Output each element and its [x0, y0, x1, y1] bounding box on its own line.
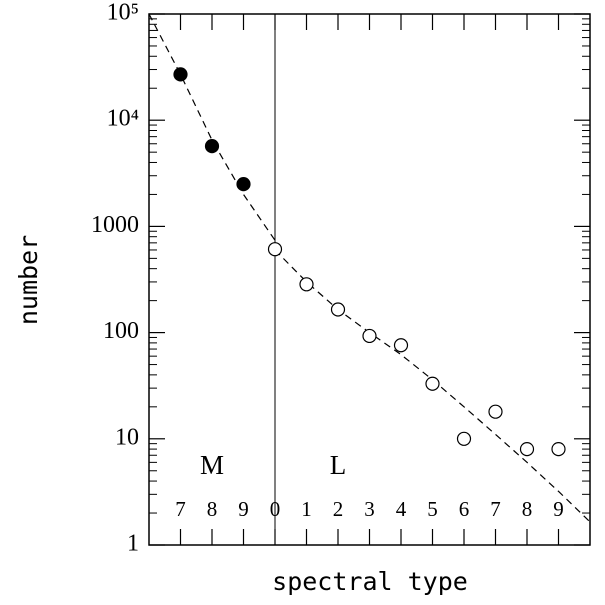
- fit-line: [148, 13, 276, 241]
- x-tick-label: 8: [207, 497, 218, 521]
- data-point: [488, 404, 503, 419]
- data-point: [204, 139, 220, 154]
- data-point: [267, 242, 283, 257]
- y-tick-label: 10⁵: [107, 0, 139, 26]
- y-axis-label: number: [14, 235, 43, 325]
- data-point: [393, 338, 409, 353]
- y-tick-label: 10: [115, 424, 139, 450]
- y-tick-label: 1: [127, 531, 139, 557]
- data-point: [330, 302, 346, 317]
- x-tick-label: 4: [396, 497, 407, 521]
- data-point: [236, 177, 251, 192]
- x-tick-label: 3: [364, 497, 375, 521]
- data-point: [519, 441, 535, 457]
- x-axis-label: spectral type: [272, 567, 468, 596]
- data-point: [425, 376, 440, 391]
- x-tick-label: 2: [333, 497, 344, 521]
- data-point: [299, 277, 314, 292]
- data-point: [551, 441, 566, 457]
- x-tick-label: 7: [490, 497, 501, 521]
- data-point: [456, 431, 472, 446]
- y-tick-label: 1000: [91, 212, 139, 238]
- annotation: M: [200, 450, 224, 480]
- data-point: [173, 67, 188, 82]
- data-point: [362, 328, 377, 344]
- annotation: L: [330, 450, 347, 480]
- y-tick-label: 100: [103, 318, 139, 344]
- x-tick-label: 9: [553, 497, 564, 521]
- x-tick-label: 6: [459, 497, 470, 521]
- x-tick-label: 7: [175, 497, 186, 521]
- x-tick-label: 8: [522, 497, 533, 521]
- x-tick-label: 1: [301, 497, 312, 521]
- x-tick-label: 5: [427, 497, 438, 521]
- x-tick-label: 9: [238, 497, 249, 521]
- y-tick-label: 10⁴: [107, 106, 139, 132]
